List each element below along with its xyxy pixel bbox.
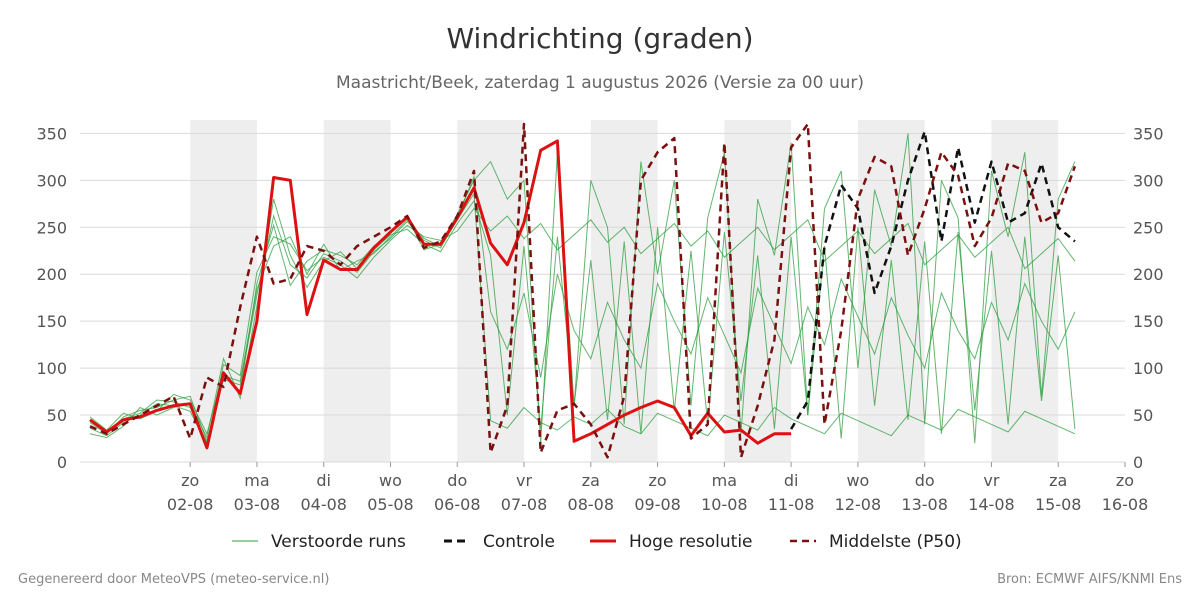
footer-source: Bron: ECMWF AIFS/KNMI Ens	[997, 572, 1182, 587]
x-tick-date-9: 11-08	[768, 495, 815, 514]
weekend-band-0	[190, 120, 257, 462]
x-tick-day-8: ma	[712, 471, 737, 490]
weekend-band-6	[991, 120, 1059, 462]
series-line-middelste-p50-	[89, 122, 1077, 459]
weekend-band-4	[724, 120, 792, 462]
x-tick-date-7: 09-08	[634, 495, 681, 514]
ensemble-lines	[89, 133, 1076, 447]
y-tick-left-200: 200	[36, 265, 67, 284]
x-tick-date-14: 16-08	[1102, 495, 1149, 514]
legend-label-0: Verstoorde runs	[271, 532, 406, 552]
main-lines	[89, 122, 1077, 459]
legend: Verstoorde runs Controle Hoge resolutie Mid…	[232, 532, 962, 552]
x-tick-day-7: zo	[648, 471, 666, 490]
weekend-band-5	[857, 120, 925, 462]
x-axis: zo 02-08 ma 03-08 di 04-08 wo 05-08 do 06-08 vr 07-…	[167, 462, 1148, 514]
x-tick-day-11: do	[915, 471, 935, 490]
y-tick-right-350: 350	[1133, 124, 1164, 143]
y-tick-left-50: 50	[47, 406, 67, 425]
y-axis-right: 0 50 100 150 200 250 300 350	[1133, 124, 1164, 472]
x-tick-day-2: di	[316, 471, 331, 490]
x-tick-date-6: 08-08	[568, 495, 615, 514]
y-tick-right-200: 200	[1133, 265, 1164, 284]
x-tick-date-11: 13-08	[901, 495, 948, 514]
x-tick-date-10: 12-08	[835, 495, 882, 514]
weekend-band-3	[590, 120, 658, 462]
chart-subtitle: Maastricht/Beek, zaterdag 1 augustus 202…	[335, 73, 865, 93]
x-tick-day-9: di	[784, 471, 799, 490]
series-line-hoge-resolutie	[89, 139, 792, 450]
x-tick-date-5: 07-08	[501, 495, 548, 514]
x-tick-date-3: 05-08	[367, 495, 414, 514]
x-tick-date-13: 15-08	[1035, 495, 1082, 514]
x-tick-day-1: ma	[244, 471, 269, 490]
series-line-controle	[790, 130, 1076, 430]
y-tick-right-0: 0	[1133, 453, 1143, 472]
x-tick-day-5: vr	[516, 471, 532, 490]
ensemble-member-3	[89, 198, 1076, 440]
x-tick-day-0: zo	[181, 471, 199, 490]
x-tick-date-0: 02-08	[167, 495, 214, 514]
x-tick-date-2: 04-08	[300, 495, 347, 514]
legend-label-3: Middelste (P50)	[829, 532, 962, 552]
x-tick-date-8: 10-08	[701, 495, 748, 514]
x-tick-day-10: wo	[846, 471, 869, 490]
x-tick-day-13: za	[1049, 471, 1067, 490]
ensemble-member-4	[89, 174, 1076, 445]
y-tick-left-100: 100	[36, 359, 67, 378]
ensemble-member-1	[89, 207, 1076, 447]
x-tick-day-4: do	[447, 471, 467, 490]
x-tick-date-12: 14-08	[968, 495, 1015, 514]
ensemble-member-0	[89, 191, 1076, 443]
y-tick-right-250: 250	[1133, 218, 1164, 237]
weekend-bands	[190, 120, 1059, 462]
y-tick-left-300: 300	[36, 171, 67, 190]
y-tick-right-300: 300	[1133, 171, 1164, 190]
x-tick-date-1: 03-08	[234, 495, 281, 514]
y-axis-left: 0 50 100 150 200 250 300 350	[36, 124, 67, 472]
y-tick-left-0: 0	[57, 453, 67, 472]
x-tick-day-12: vr	[983, 471, 999, 490]
y-tick-right-150: 150	[1133, 312, 1164, 331]
weekend-band-1	[323, 120, 391, 462]
y-tick-left-350: 350	[36, 124, 67, 143]
chart-title: Windrichting (graden)	[446, 22, 754, 55]
y-tick-right-100: 100	[1133, 359, 1164, 378]
x-tick-day-14: zo	[1116, 471, 1134, 490]
y-tick-left-150: 150	[36, 312, 67, 331]
legend-label-1: Controle	[483, 532, 555, 552]
y-tick-left-250: 250	[36, 218, 67, 237]
x-tick-day-3: wo	[379, 471, 402, 490]
x-tick-date-4: 06-08	[434, 495, 481, 514]
legend-label-2: Hoge resolutie	[629, 532, 753, 552]
y-tick-right-50: 50	[1133, 406, 1153, 425]
x-tick-day-6: za	[582, 471, 600, 490]
footer-generator: Gegenereerd door MeteoVPS (meteo-service…	[18, 572, 330, 587]
